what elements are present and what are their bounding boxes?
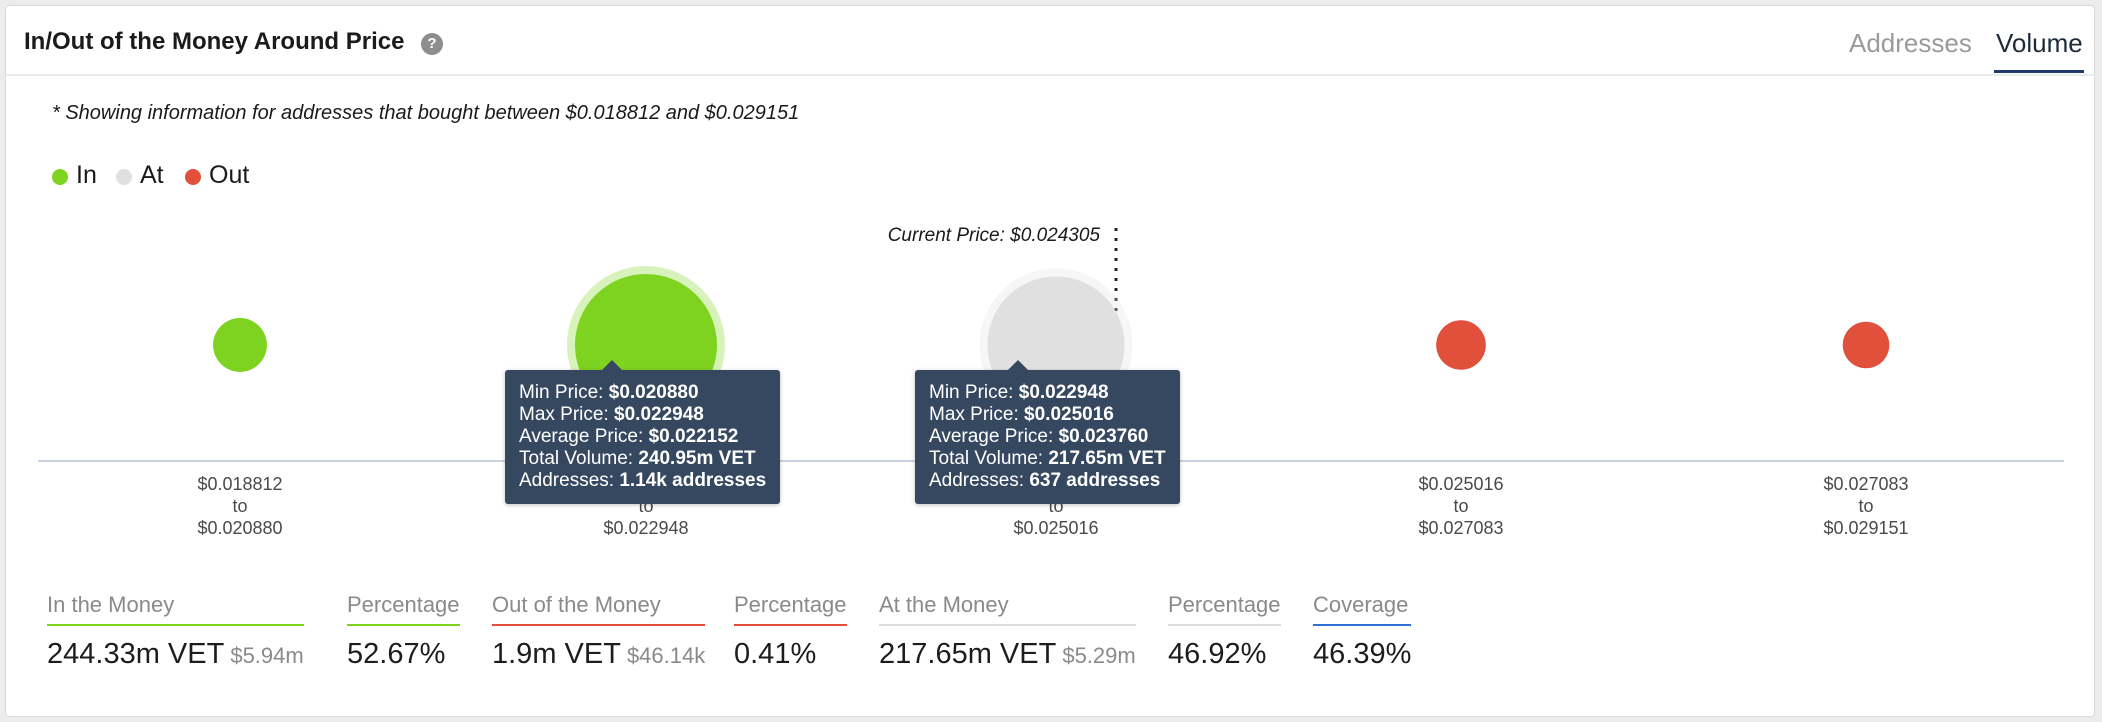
- stat-in-percentage: Percentage 52.67%: [347, 592, 460, 671]
- stat-out-percentage: Percentage 0.41%: [734, 592, 847, 671]
- help-icon[interactable]: ?: [421, 33, 443, 55]
- card-header: In/Out of the Money Around Price ? Addre…: [6, 6, 2096, 76]
- stat-in-the-money: In the Money 244.33m VET $5.94m: [47, 592, 304, 671]
- tab-volume[interactable]: Volume: [1996, 28, 2083, 58]
- stat-label: Coverage: [1313, 592, 1412, 626]
- stat-label: Percentage: [734, 592, 847, 626]
- x-tick-label: $0.022948: [603, 518, 688, 538]
- x-tick-label: $0.025016: [1013, 518, 1098, 538]
- legend-label-at: At: [140, 161, 164, 189]
- stat-at-the-money: At the Money 217.65m VET $5.29m: [879, 592, 1136, 671]
- stat-value: 46.39%: [1313, 638, 1412, 670]
- legend-label-out: Out: [209, 161, 250, 189]
- x-tick-label: to: [1858, 496, 1873, 516]
- stat-value: 52.67%: [347, 638, 446, 670]
- stat-value: 46.92%: [1168, 638, 1267, 670]
- bubble-in[interactable]: [213, 318, 267, 372]
- tooltip-arrow: [602, 360, 622, 370]
- bubble-out[interactable]: [1436, 320, 1486, 370]
- x-tick-label: $0.029151: [1823, 518, 1908, 538]
- stat-label: At the Money: [879, 592, 1136, 626]
- in-out-money-card: In/Out of the Money Around Price ? Addre…: [5, 5, 2096, 717]
- legend-dot-in: [52, 169, 68, 185]
- active-tab-indicator: [1994, 70, 2084, 73]
- tooltip-arrow: [1008, 360, 1028, 370]
- tooltip-at-bucket: Min Price: $0.022948 Max Price: $0.02501…: [915, 360, 1180, 504]
- x-tick-label: $0.027083: [1418, 518, 1503, 538]
- x-tick-label: to: [232, 496, 247, 516]
- legend-dot-out: [185, 169, 201, 185]
- x-tick-label: to: [1453, 496, 1468, 516]
- legend-dot-at: [116, 169, 132, 185]
- stat-label: Percentage: [347, 592, 460, 626]
- stat-value: 0.41%: [734, 638, 817, 670]
- stat-label: Out of the Money: [492, 592, 706, 626]
- card-title: In/Out of the Money Around Price: [24, 28, 405, 55]
- bubble-out[interactable]: [1842, 321, 1890, 369]
- stat-coverage: Coverage 46.39%: [1313, 592, 1412, 671]
- x-tick-label: $0.025016: [1418, 474, 1503, 494]
- stat-out-of-the-money: Out of the Money 1.9m VET $46.14k: [492, 592, 706, 671]
- current-price-label: Current Price: $0.024305: [888, 225, 1101, 246]
- stat-value: 1.9m VET $46.14k: [492, 638, 706, 670]
- stat-label: In the Money: [47, 592, 304, 626]
- legend-label-in: In: [76, 161, 97, 189]
- tooltip-in-bucket: Min Price: $0.020880 Max Price: $0.02294…: [505, 360, 781, 504]
- stat-value: 217.65m VET $5.29m: [879, 638, 1136, 670]
- range-note: * Showing information for addresses that…: [52, 102, 800, 124]
- stat-label: Percentage: [1168, 592, 1281, 626]
- stat-value: 244.33m VET $5.94m: [47, 638, 304, 670]
- stat-at-percentage: Percentage 46.92%: [1168, 592, 1281, 671]
- x-tick-label: $0.018812: [197, 474, 282, 494]
- tab-addresses[interactable]: Addresses: [1849, 28, 1972, 58]
- x-tick-label: $0.020880: [197, 518, 282, 538]
- x-tick-label: $0.027083: [1823, 474, 1908, 494]
